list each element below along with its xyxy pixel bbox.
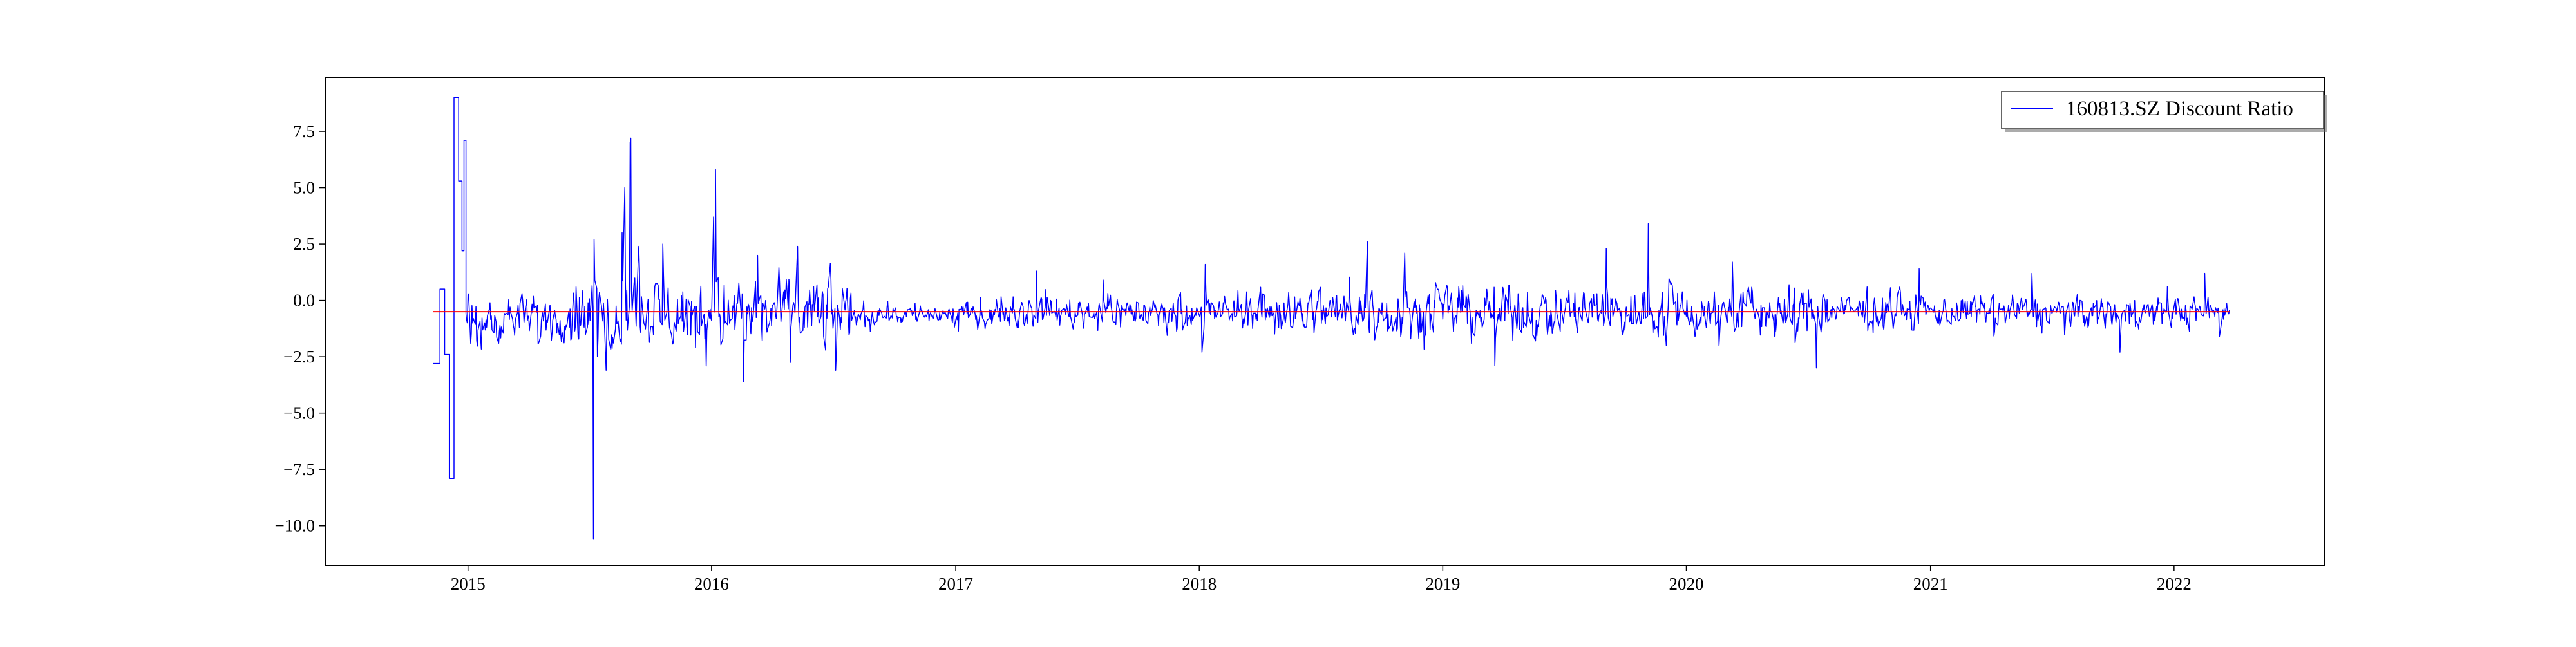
x-tick-label: 2015 bbox=[451, 574, 486, 594]
y-tick-label: −5.0 bbox=[283, 404, 315, 423]
discount-ratio-series-line bbox=[433, 97, 2230, 540]
axes-frame bbox=[325, 77, 2325, 566]
x-tick-label: 2019 bbox=[1425, 574, 1460, 594]
x-tick-label: 2021 bbox=[1913, 574, 1948, 594]
x-tick-label: 2016 bbox=[694, 574, 729, 594]
x-tick-label: 2022 bbox=[2157, 574, 2192, 594]
y-tick-label: 5.0 bbox=[293, 178, 315, 198]
y-tick-label: 2.5 bbox=[293, 234, 315, 254]
y-tick-label: −10.0 bbox=[275, 516, 315, 536]
x-tick-label: 2018 bbox=[1182, 574, 1217, 594]
legend: 160813.SZ Discount Ratio bbox=[2001, 91, 2327, 132]
legend-label: 160813.SZ Discount Ratio bbox=[2066, 97, 2293, 120]
y-tick-label: 0.0 bbox=[293, 291, 315, 310]
axes: 2015 2016 2017 2018 2019 2020 2021 2022 7.5 5.0 2.… bbox=[275, 77, 2325, 594]
y-tick-label: −2.5 bbox=[283, 347, 315, 366]
legend-box bbox=[2001, 91, 2324, 129]
y-tick-label: −7.5 bbox=[283, 460, 315, 479]
x-tick-label: 2020 bbox=[1669, 574, 1704, 594]
y-tick-label: 7.5 bbox=[293, 122, 315, 141]
plot-area bbox=[433, 97, 2230, 540]
x-tick-label: 2017 bbox=[938, 574, 973, 594]
